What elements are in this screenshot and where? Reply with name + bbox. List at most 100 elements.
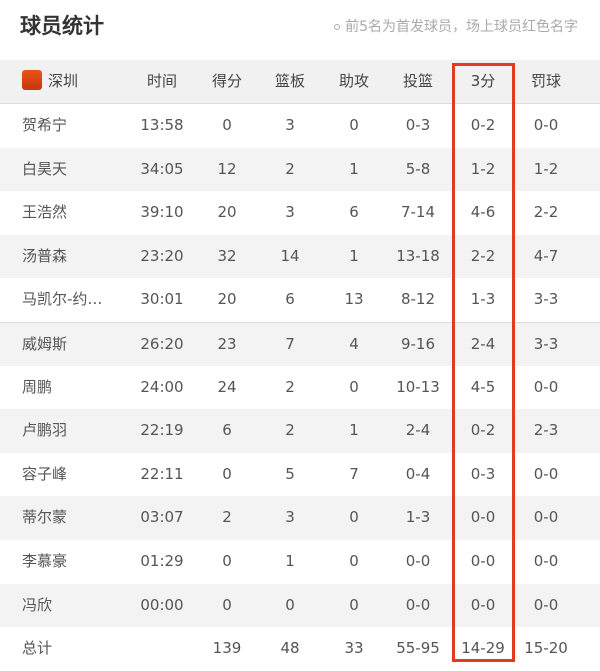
dot-icon xyxy=(334,24,341,30)
stat-tp: 4-6 xyxy=(470,203,496,222)
team-header: 深圳 xyxy=(22,60,134,104)
stat-tp: 0-0 xyxy=(470,552,496,570)
player-row[interactable]: 卢鹏羽 22:19 6 2 1 2-4 0-2 2-3 xyxy=(0,409,600,453)
stat-fg: 0-0 xyxy=(405,552,431,570)
starter-hint: 前5名为首发球员，场上球员红色名字 xyxy=(334,16,578,36)
stat-ft: 2-2 xyxy=(533,203,559,222)
stat-reb: 1 xyxy=(285,552,295,570)
column-header[interactable]: 助攻 xyxy=(338,72,369,90)
player-row[interactable]: 蒂尔蒙 03:07 2 3 0 1-3 0-0 0-0 xyxy=(0,496,600,540)
column-header[interactable]: 得分 xyxy=(211,72,242,90)
player-name: 白昊天 xyxy=(22,159,68,178)
totals-row: 总计 139 48 33 55-95 14-29 15-20 xyxy=(0,627,600,671)
stat-fg: 9-16 xyxy=(400,335,436,353)
stat-fg: 2-4 xyxy=(405,421,431,440)
player-name: 卢鹏羽 xyxy=(22,421,68,440)
stat-ft: 0-0 xyxy=(533,508,559,527)
hint-text: 前5名为首发球员，场上球员红色名字 xyxy=(345,19,578,35)
player-name: 蒂尔蒙 xyxy=(22,508,68,527)
stat-fg: 0-3 xyxy=(405,116,431,134)
stat-time: 23:20 xyxy=(140,246,184,265)
player-row[interactable]: 周鹏 24:00 24 2 0 10-13 4-5 0-0 xyxy=(0,366,600,410)
player-name: 周鹏 xyxy=(22,377,53,396)
stat-fg: 1-3 xyxy=(405,508,431,527)
stat-reb: 3 xyxy=(285,508,295,527)
stat-reb: 2 xyxy=(285,159,295,178)
player-row[interactable]: 白昊天 34:05 12 2 1 5-8 1-2 1-2 xyxy=(0,147,600,192)
stat-ast: 13 xyxy=(344,290,364,309)
page-title: 球员统计 xyxy=(20,14,104,38)
stat-tp: 1-3 xyxy=(470,290,496,309)
stat-ft: 0-0 xyxy=(533,116,559,134)
stat-ast: 1 xyxy=(349,246,359,265)
stat-pts: 2 xyxy=(222,508,232,527)
stat-tp: 0-0 xyxy=(470,595,496,614)
stat-pts: 139 xyxy=(212,639,242,658)
stat-ast: 0 xyxy=(349,508,359,527)
column-header[interactable]: 时间 xyxy=(146,72,177,90)
stat-reb: 2 xyxy=(285,421,295,440)
stat-pts: 6 xyxy=(222,421,232,440)
player-row[interactable]: 王浩然 39:10 20 3 6 7-14 4-6 2-2 xyxy=(0,191,600,235)
stat-pts: 12 xyxy=(217,159,237,178)
stat-pts: 20 xyxy=(217,203,237,222)
stat-fg: 0-4 xyxy=(405,464,431,483)
stat-ft: 4-7 xyxy=(533,246,559,265)
column-header[interactable]: 抢 xyxy=(578,60,600,104)
stat-reb: 7 xyxy=(285,335,295,353)
player-row[interactable]: 汤普森 23:20 32 14 1 13-18 2-2 4-7 xyxy=(0,234,600,279)
stat-ast: 1 xyxy=(349,159,359,178)
column-header[interactable]: 篮板 xyxy=(274,72,305,90)
player-row[interactable]: 贺希宁 13:58 0 3 0 0-3 0-2 0-0 xyxy=(0,104,600,148)
stat-time: 13:58 xyxy=(140,116,184,134)
column-header[interactable]: 3分 xyxy=(470,72,496,90)
player-name: 李慕豪 xyxy=(22,552,68,570)
player-name: 王浩然 xyxy=(22,203,68,222)
stat-ast: 0 xyxy=(349,552,359,570)
stat-pts: 0 xyxy=(222,552,232,570)
stat-time: 34:05 xyxy=(140,159,184,178)
column-header[interactable]: 罚球 xyxy=(530,72,561,90)
stat-time: 22:11 xyxy=(140,464,184,483)
stat-tp: 0-2 xyxy=(470,116,496,134)
player-row[interactable]: 冯欣 00:00 0 0 0 0-0 0-0 0-0 xyxy=(0,583,600,628)
column-header[interactable]: 投篮 xyxy=(402,72,433,90)
stat-time: 26:20 xyxy=(140,335,184,353)
player-name: 贺希宁 xyxy=(22,116,68,134)
stat-ft: 2-3 xyxy=(533,421,559,440)
stat-ft: 1-2 xyxy=(533,159,559,178)
stat-tp: 4-5 xyxy=(470,377,496,396)
stat-ast: 6 xyxy=(349,203,359,222)
stat-reb: 3 xyxy=(285,116,295,134)
stat-ast: 4 xyxy=(349,335,359,353)
stat-ast: 0 xyxy=(349,116,359,134)
player-row[interactable]: 威姆斯 26:20 23 7 4 9-16 2-4 3-3 xyxy=(0,322,600,366)
player-name: 冯欣 xyxy=(22,595,53,614)
player-row[interactable]: 容子峰 22:11 0 5 7 0-4 0-3 0-0 xyxy=(0,453,600,497)
stat-tp: 1-2 xyxy=(470,159,496,178)
stat-time: 01:29 xyxy=(140,552,184,570)
stat-ft: 3-3 xyxy=(533,335,559,353)
stat-reb: 2 xyxy=(285,377,295,396)
stat-ast: 1 xyxy=(349,421,359,440)
stat-ft: 15-20 xyxy=(524,639,568,658)
stat-pts: 20 xyxy=(217,290,237,309)
table-header: 深圳 时间 得分 篮板 助攻 投篮 3分 罚球抢 xyxy=(0,60,600,104)
stat-ast: 0 xyxy=(349,377,359,396)
stat-reb: 6 xyxy=(285,290,295,309)
stat-tp: 14-29 xyxy=(461,639,505,658)
stat-time: 24:00 xyxy=(140,377,184,396)
stat-pts: 24 xyxy=(217,377,237,396)
player-row[interactable]: 李慕豪 01:29 0 1 0 0-0 0-0 0-0 xyxy=(0,540,600,584)
stat-reb: 5 xyxy=(285,464,295,483)
stat-ft: 3-3 xyxy=(533,290,559,309)
section-header: 球员统计 前5名为首发球员，场上球员红色名字 xyxy=(0,0,600,60)
stat-pts: 0 xyxy=(222,595,232,614)
stat-tp: 0-0 xyxy=(470,508,496,527)
stat-fg: 55-95 xyxy=(396,639,440,658)
player-name: 威姆斯 xyxy=(22,335,68,353)
player-row[interactable]: 马凯尔-约… 30:01 20 6 13 8-12 1-3 3-3 xyxy=(0,278,600,322)
stat-fg: 5-8 xyxy=(405,159,431,178)
stat-ast: 7 xyxy=(349,464,359,483)
stat-pts: 0 xyxy=(222,116,232,134)
